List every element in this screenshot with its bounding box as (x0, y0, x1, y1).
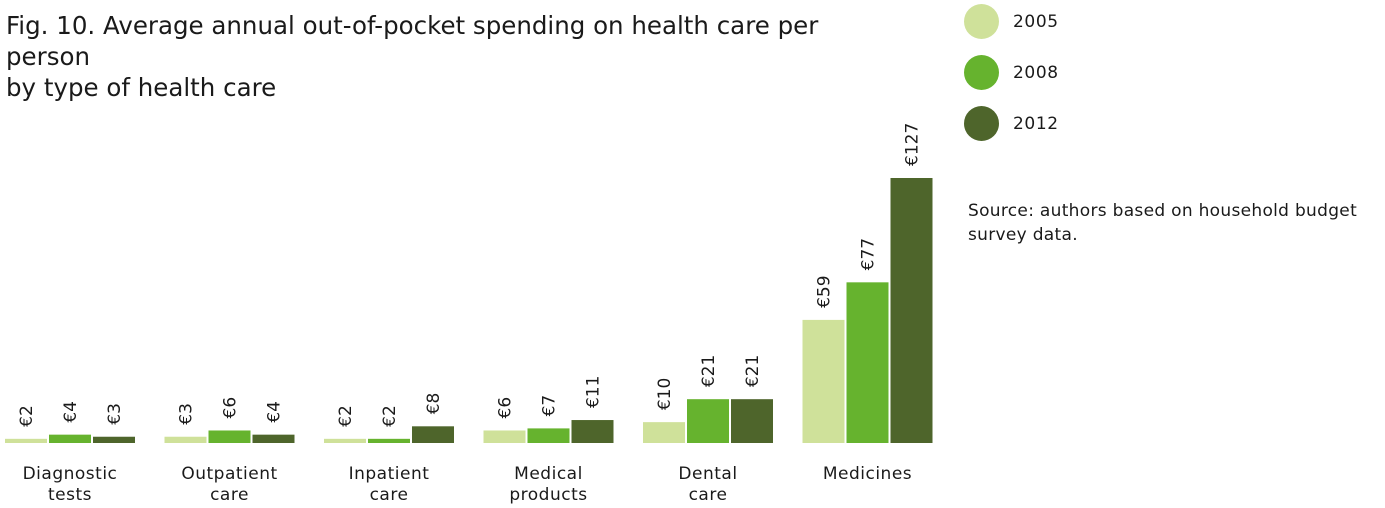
bar-2008-3 (527, 428, 570, 443)
legend-swatch-2012 (964, 106, 999, 141)
chart-title: Fig. 10. Average annual out-of-pocket sp… (6, 10, 906, 103)
category-label-5-0: Medicines (823, 464, 912, 484)
bar-2005-5 (802, 319, 845, 443)
value-label-2005-0: €2 (17, 405, 37, 427)
bar-group-5: €59 €77 €127 Medicines (802, 123, 933, 484)
bar-2012-2 (412, 426, 454, 443)
bar-2005-1 (164, 436, 207, 443)
bar-2012-4 (731, 399, 773, 443)
source-note-line-2: survey data. (968, 225, 1078, 245)
value-label-2008-1: €6 (221, 397, 241, 419)
value-label-2005-4: €10 (655, 378, 675, 410)
bar-2012-3 (571, 420, 614, 443)
bar-2012-1 (252, 434, 295, 443)
value-label-2012-3: €11 (584, 376, 604, 408)
category-label-4-1: care (689, 485, 728, 505)
bar-2012-5 (890, 178, 933, 443)
category-label-1-0: Outpatient (181, 464, 277, 484)
category-label-2-1: care (370, 485, 409, 505)
value-label-2012-4: €21 (743, 355, 763, 387)
value-label-2012-5: €127 (903, 123, 923, 166)
value-label-2012-2: €8 (424, 393, 444, 415)
bar-2008-2 (368, 438, 410, 443)
value-label-2005-1: €3 (177, 403, 197, 425)
value-label-2008-0: €4 (61, 401, 81, 423)
legend-label-2008: 2008 (1013, 63, 1059, 83)
bar-2008-5 (846, 282, 889, 443)
category-label-0-1: tests (48, 485, 92, 505)
category-label-3-1: products (509, 485, 587, 505)
bar-2005-3 (483, 430, 526, 443)
chart-title-line-1: Fig. 10. Average annual out-of-pocket sp… (6, 11, 819, 71)
category-label-0-0: Diagnostic (23, 464, 118, 484)
value-label-2005-3: €6 (496, 397, 516, 419)
bar-2005-0 (5, 438, 47, 443)
category-label-4-0: Dental (678, 464, 737, 484)
value-label-2012-1: €4 (265, 401, 285, 423)
bar-2008-1 (208, 430, 251, 443)
bar-2005-2 (324, 438, 366, 443)
legend-swatch-2008 (964, 55, 999, 90)
legend-label-2012: 2012 (1013, 114, 1059, 134)
legend-swatch-2005 (964, 4, 999, 39)
value-label-2005-2: €2 (336, 405, 356, 427)
value-label-2005-5: €59 (815, 275, 835, 307)
bar-2008-4 (687, 399, 729, 443)
value-label-2008-5: €77 (859, 238, 879, 270)
source-note-line-1: Source: authors based on household budge… (968, 201, 1358, 221)
value-label-2008-2: €2 (380, 405, 400, 427)
category-label-2-0: Inpatient (349, 464, 430, 484)
bar-2012-0 (93, 436, 135, 443)
value-label-2012-0: €3 (105, 403, 125, 425)
source-note: Source: authors based on household budge… (968, 199, 1378, 247)
legend-label-2005: 2005 (1013, 12, 1059, 32)
bar-2008-0 (49, 434, 91, 443)
bar-2005-4 (643, 422, 685, 443)
value-label-2008-3: €7 (540, 395, 560, 417)
value-label-2008-4: €21 (699, 355, 719, 387)
category-label-1-1: care (210, 485, 249, 505)
chart-title-line-2: by type of health care (6, 73, 277, 102)
category-label-3-0: Medical (514, 464, 583, 484)
